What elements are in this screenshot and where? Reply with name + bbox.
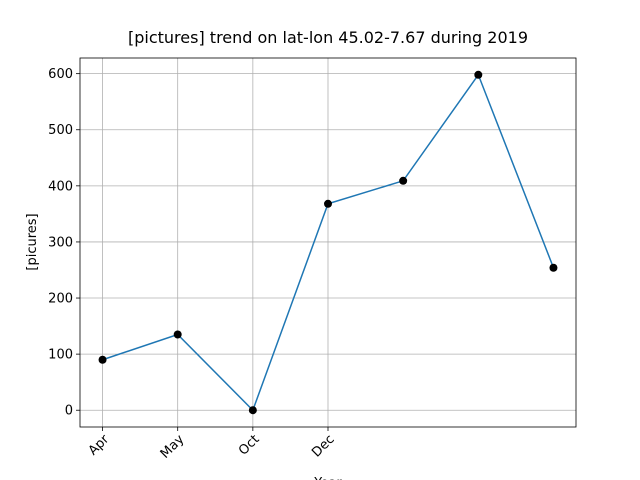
data-point [98,355,107,364]
x-axis-label: Year [313,476,342,480]
y-tick-label: 100 [48,348,73,363]
y-tick-label: 300 [48,235,73,250]
data-point [324,199,332,208]
y-axis-label: [picures] [25,213,40,270]
chart-title: [pictures] trend on lat-lon 45.02-7.67 d… [128,28,528,47]
y-tick-label: 400 [48,179,73,194]
data-point [248,406,257,415]
x-tick-label: May [158,432,188,462]
x-tick-label: Oct [236,432,263,459]
y-tick-label: 200 [48,292,73,307]
data-point [474,70,483,79]
x-tick-label: Dec [309,432,337,460]
data-point [173,330,182,339]
data-point [399,176,408,185]
y-tick-label: 0 [65,404,73,419]
data-point [549,263,558,272]
x-tick-label: Apr [86,432,113,459]
plot-frame [79,57,577,428]
y-tick-label: 600 [48,67,73,82]
y-tick-label: 500 [48,123,73,138]
